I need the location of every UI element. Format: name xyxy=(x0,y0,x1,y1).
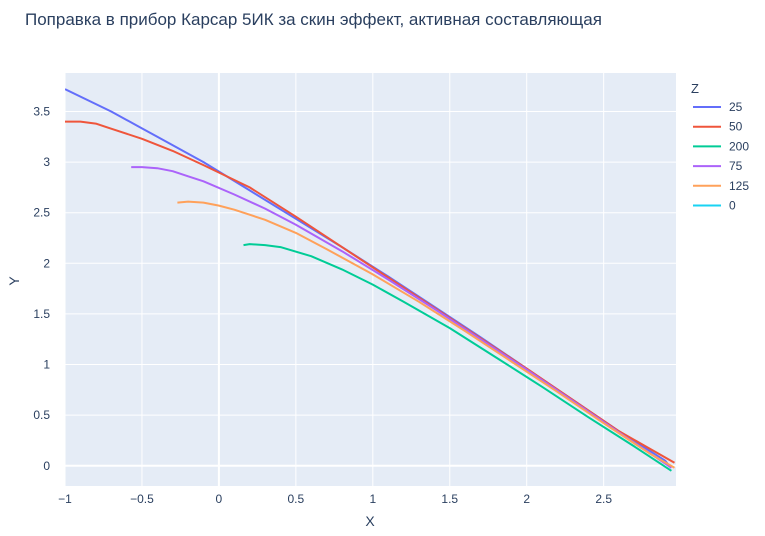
legend-label: 50 xyxy=(729,120,743,134)
legend-label: 0 xyxy=(729,199,736,213)
x-tick-label: 2.5 xyxy=(595,492,612,506)
series-line-75 xyxy=(131,166,672,469)
x-axis-label: X xyxy=(365,513,375,529)
y-tick-label: 0 xyxy=(43,459,50,473)
y-tick-label: 3 xyxy=(43,155,50,169)
x-tick-label: 2 xyxy=(523,492,530,506)
x-tick-label: 0 xyxy=(216,492,223,506)
legend-item-75[interactable]: 75 xyxy=(693,159,743,173)
chart-title: Поправка в прибор Карсар 5ИК за скин эфф… xyxy=(25,10,602,29)
legend-item-25[interactable]: 25 xyxy=(693,100,743,114)
series-line-125 xyxy=(177,200,675,469)
series-layer xyxy=(65,88,675,472)
y-tick-label: 3.5 xyxy=(33,104,50,118)
plot-background xyxy=(65,73,676,486)
y-tick-label: 1.5 xyxy=(33,307,50,321)
y-axis-ticks: 0 0.5 1 1.5 2 2.5 3 3.5 xyxy=(33,104,50,472)
y-tick-label: 2.5 xyxy=(33,206,50,220)
legend-label: 200 xyxy=(729,139,749,153)
legend-title: Z xyxy=(691,81,699,96)
legend-item-50[interactable]: 50 xyxy=(693,120,743,134)
x-tick-label: −0.5 xyxy=(130,492,154,506)
grid xyxy=(64,73,676,486)
legend[interactable]: Z 25 50 200 75 125 0 xyxy=(691,81,749,213)
x-tick-label: 1.5 xyxy=(441,492,458,506)
x-axis-ticks: −1 −0.5 0 0.5 1 1.5 2 2.5 xyxy=(58,492,612,506)
x-tick-label: 0.5 xyxy=(288,492,305,506)
x-tick-label: 1 xyxy=(369,492,376,506)
y-axis-label: Y xyxy=(6,276,22,286)
legend-label: 25 xyxy=(729,100,743,114)
y-tick-label: 1 xyxy=(43,358,50,372)
legend-label: 75 xyxy=(729,159,743,173)
plot-area xyxy=(64,73,676,486)
legend-item-0[interactable]: 0 xyxy=(693,199,736,213)
series-line-200 xyxy=(243,243,672,472)
legend-item-125[interactable]: 125 xyxy=(693,179,749,193)
legend-label: 125 xyxy=(729,179,749,193)
legend-item-200[interactable]: 200 xyxy=(693,139,749,153)
y-tick-label: 0.5 xyxy=(33,408,50,422)
x-tick-label: −1 xyxy=(58,492,72,506)
y-tick-label: 2 xyxy=(43,256,50,270)
